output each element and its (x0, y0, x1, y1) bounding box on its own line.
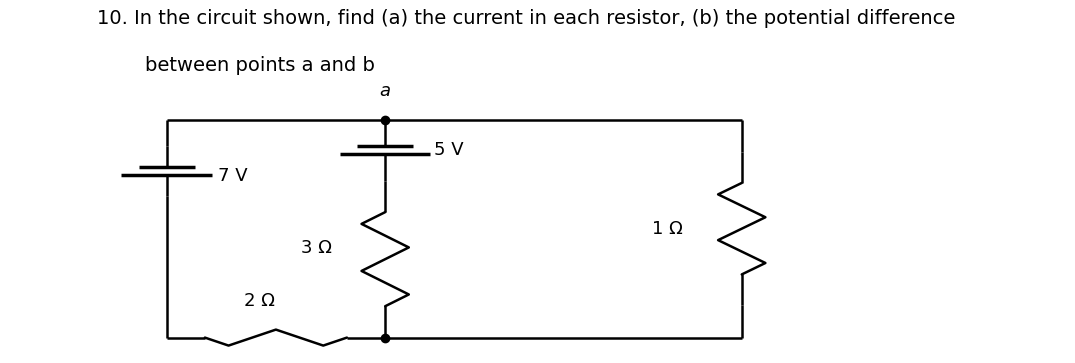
Text: 3 Ω: 3 Ω (301, 239, 331, 257)
Text: 1 Ω: 1 Ω (651, 220, 683, 238)
Text: a: a (379, 82, 390, 100)
Text: 5 V: 5 V (433, 141, 463, 159)
Text: 10. In the circuit shown, find (a) the current in each resistor, (b) the potenti: 10. In the circuit shown, find (a) the c… (97, 9, 955, 28)
Text: 7 V: 7 V (218, 167, 248, 185)
Text: 2 Ω: 2 Ω (244, 292, 275, 310)
Text: between points a and b: between points a and b (145, 56, 375, 75)
